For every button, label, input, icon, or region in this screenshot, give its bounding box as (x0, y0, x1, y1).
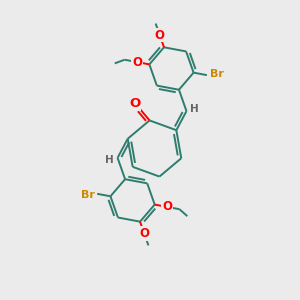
Text: O: O (139, 227, 149, 240)
Text: O: O (155, 29, 165, 42)
Text: Br: Br (209, 69, 224, 79)
Text: H: H (190, 104, 199, 114)
Text: O: O (132, 56, 142, 69)
Text: Br: Br (81, 190, 94, 200)
Text: O: O (162, 200, 172, 213)
Text: O: O (129, 98, 141, 110)
Text: H: H (105, 155, 114, 165)
